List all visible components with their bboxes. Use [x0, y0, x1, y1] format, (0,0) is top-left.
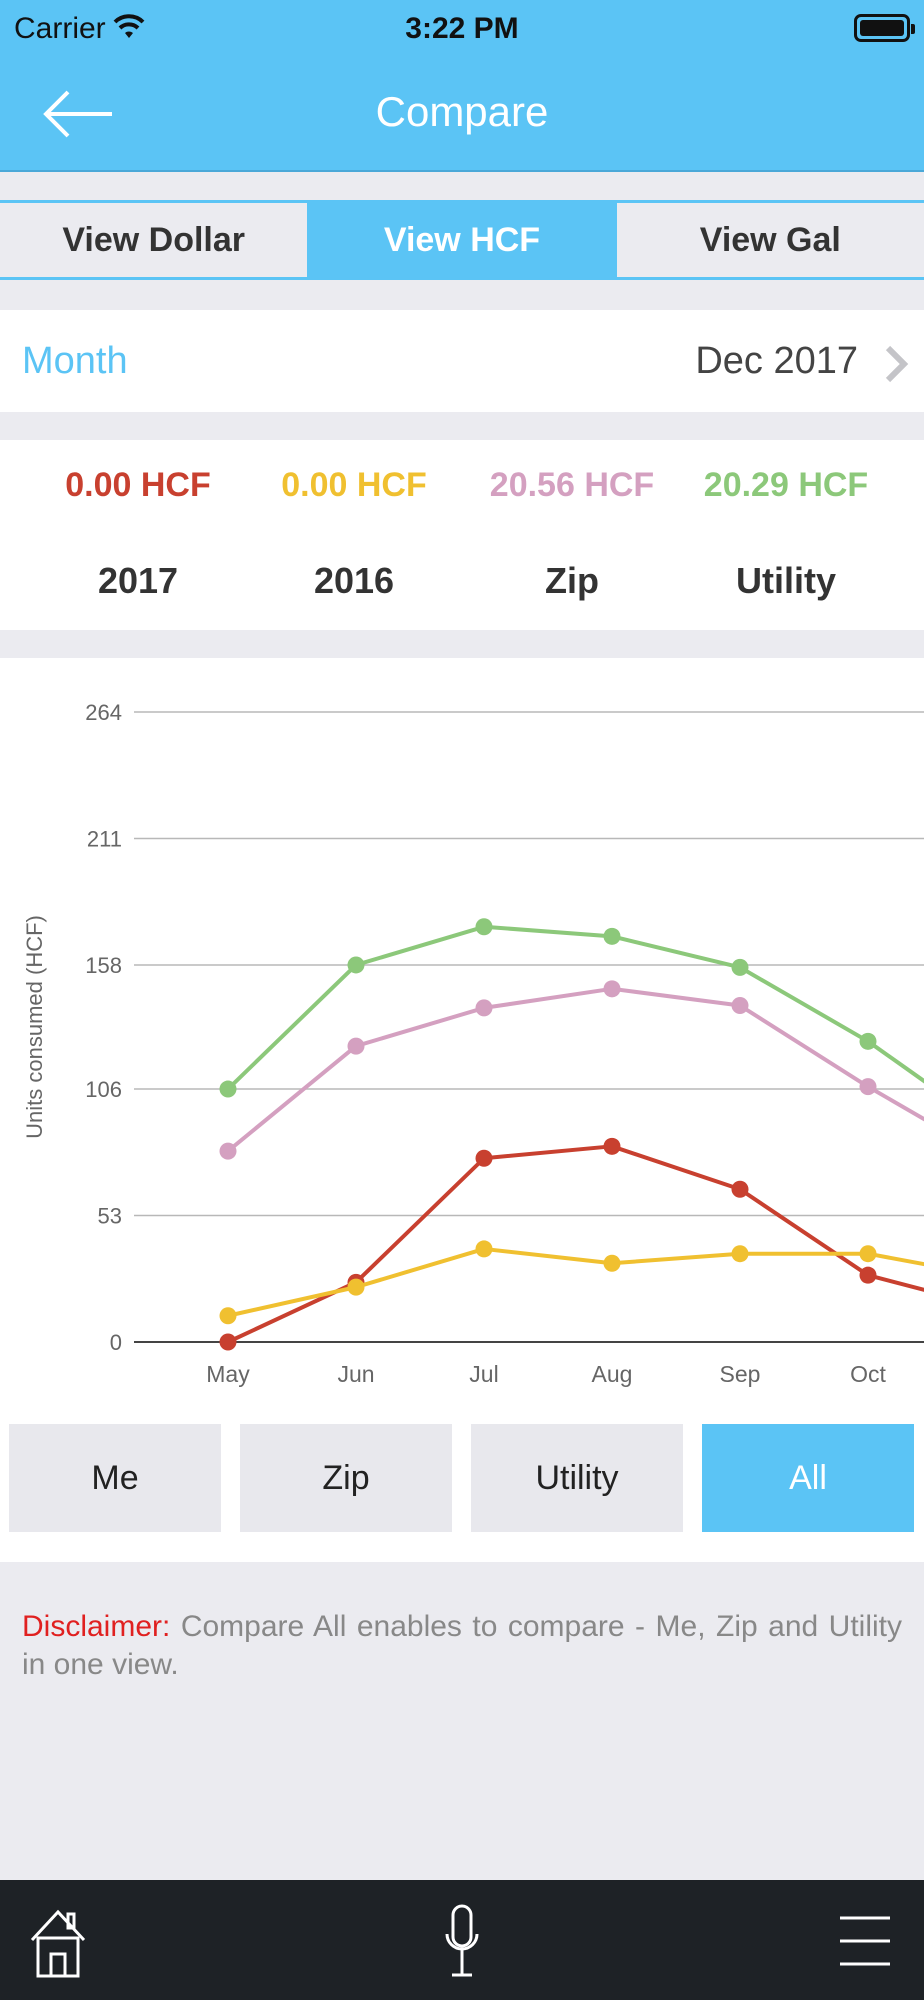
- stat-value: 0.00 HCF: [65, 466, 211, 504]
- filter-me-button[interactable]: Me: [9, 1424, 221, 1532]
- data-point-2016: [347, 1278, 365, 1296]
- x-tick-label: Jun: [337, 1361, 374, 1387]
- series-line-utility: [226, 924, 924, 1091]
- wifi-icon: [112, 12, 146, 50]
- x-tick-label: May: [206, 1361, 250, 1387]
- tab-view-hcf[interactable]: View HCF: [307, 203, 616, 277]
- month-label: Month: [22, 340, 128, 382]
- data-point-zip: [859, 1078, 877, 1096]
- filter-utility-button[interactable]: Utility: [471, 1424, 683, 1532]
- microphone-icon[interactable]: [444, 1904, 480, 1985]
- data-point-2016: [859, 1245, 877, 1263]
- y-tick-label: 53: [98, 1204, 122, 1229]
- arrow-left-icon: [43, 90, 112, 138]
- tab-view-dollar[interactable]: View Dollar: [62, 220, 245, 259]
- data-point-utility: [603, 927, 621, 945]
- data-point-utility: [219, 1080, 237, 1098]
- filter-all-button[interactable]: All: [702, 1424, 914, 1532]
- data-point-utility: [731, 958, 749, 976]
- view-tabs: View Dollar View HCF View Gal: [0, 200, 924, 280]
- battery-icon: [854, 14, 915, 42]
- chevron-right-icon: [885, 345, 909, 383]
- data-point-2017: [219, 1333, 237, 1351]
- data-point-2016: [731, 1245, 749, 1263]
- y-tick-label: 0: [110, 1330, 122, 1355]
- data-point-2017: [859, 1266, 877, 1284]
- y-axis-label: Units consumed (HCF): [22, 915, 47, 1139]
- data-point-zip: [347, 1037, 365, 1055]
- data-point-2017: [731, 1180, 749, 1198]
- disclaimer: Disclaimer: Compare All enables to compa…: [22, 1608, 902, 1684]
- series-line-2016: [227, 1246, 924, 1318]
- usage-line-chart: 0 53 106 158 211 264 Units consumed (HCF) May Ju…: [22, 700, 924, 1387]
- data-point-zip: [219, 1142, 237, 1160]
- data-point-2017: [603, 1137, 621, 1155]
- y-tick-label: 106: [85, 1077, 122, 1102]
- stat-label: 2017: [97, 560, 179, 601]
- stat-value: 0.00 HCF: [281, 466, 427, 504]
- stat-value: 20.29 HCF: [703, 466, 869, 504]
- y-tick-label: 211: [87, 826, 122, 851]
- data-point-zip: [603, 980, 621, 998]
- data-point-2016: [475, 1240, 493, 1258]
- x-tick-label: Aug: [592, 1361, 633, 1387]
- chart-panel: 0 53 106 158 211 264 Units consumed (HCF) May Ju…: [0, 658, 924, 1562]
- filter-zip-button[interactable]: Zip: [240, 1424, 452, 1532]
- page-title: Compare: [375, 88, 549, 135]
- data-point-zip: [475, 999, 493, 1017]
- tab-view-gal[interactable]: View Gal: [615, 203, 924, 277]
- data-point-2016: [603, 1254, 621, 1272]
- data-point-utility: [475, 918, 493, 936]
- y-tick-label: 158: [85, 953, 122, 978]
- data-point-2017: [475, 1149, 493, 1167]
- data-point-2016: [219, 1307, 237, 1325]
- series-line-2017: [227, 1144, 924, 1344]
- x-tick-label: Sep: [720, 1361, 761, 1387]
- disclaimer-text: Compare All enables to compare - Me, Zip…: [22, 1610, 902, 1681]
- data-point-zip: [731, 997, 749, 1015]
- month-selector[interactable]: Month Dec 2017: [0, 310, 924, 412]
- status-bar: Carrier 3:22 PM: [0, 0, 924, 56]
- usage-summary: 0.00 HCF 2017 0.00 HCF 2016 20.56 HCF Zi…: [0, 440, 924, 630]
- home-icon[interactable]: [28, 1904, 88, 1985]
- data-point-utility: [347, 956, 365, 974]
- stat-label: Utility: [735, 560, 836, 601]
- month-value: Dec 2017: [695, 340, 858, 382]
- filter-buttons: Me Zip Utility All: [0, 1424, 924, 1532]
- menu-icon[interactable]: [838, 1914, 892, 1973]
- y-tick-label: 264: [85, 700, 122, 725]
- x-tick-label: Oct: [850, 1361, 886, 1387]
- disclaimer-label: Disclaimer:: [22, 1610, 171, 1643]
- stat-value: 20.56 HCF: [489, 466, 655, 504]
- header: Carrier 3:22 PM Compare: [0, 0, 924, 172]
- data-point-utility: [859, 1032, 877, 1050]
- bottom-tab-bar: [0, 1880, 924, 2000]
- x-tick-label: Jul: [469, 1361, 498, 1387]
- stat-label: 2016: [313, 560, 395, 601]
- carrier-label: Carrier: [14, 12, 106, 45]
- stat-label: Zip: [545, 560, 599, 601]
- clock: 3:22 PM: [405, 12, 519, 45]
- back-button[interactable]: [40, 84, 120, 144]
